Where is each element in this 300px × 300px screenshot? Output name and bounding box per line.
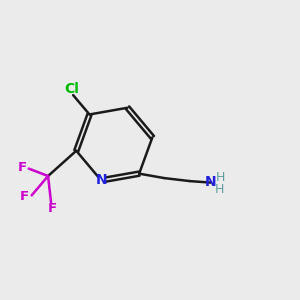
Text: Cl: Cl	[64, 82, 79, 96]
Text: F: F	[20, 190, 29, 203]
Text: F: F	[18, 160, 27, 174]
Text: F: F	[47, 202, 56, 215]
Text: N: N	[205, 175, 216, 189]
Text: H: H	[215, 183, 224, 196]
Text: H: H	[215, 171, 225, 184]
Text: N: N	[95, 173, 107, 188]
